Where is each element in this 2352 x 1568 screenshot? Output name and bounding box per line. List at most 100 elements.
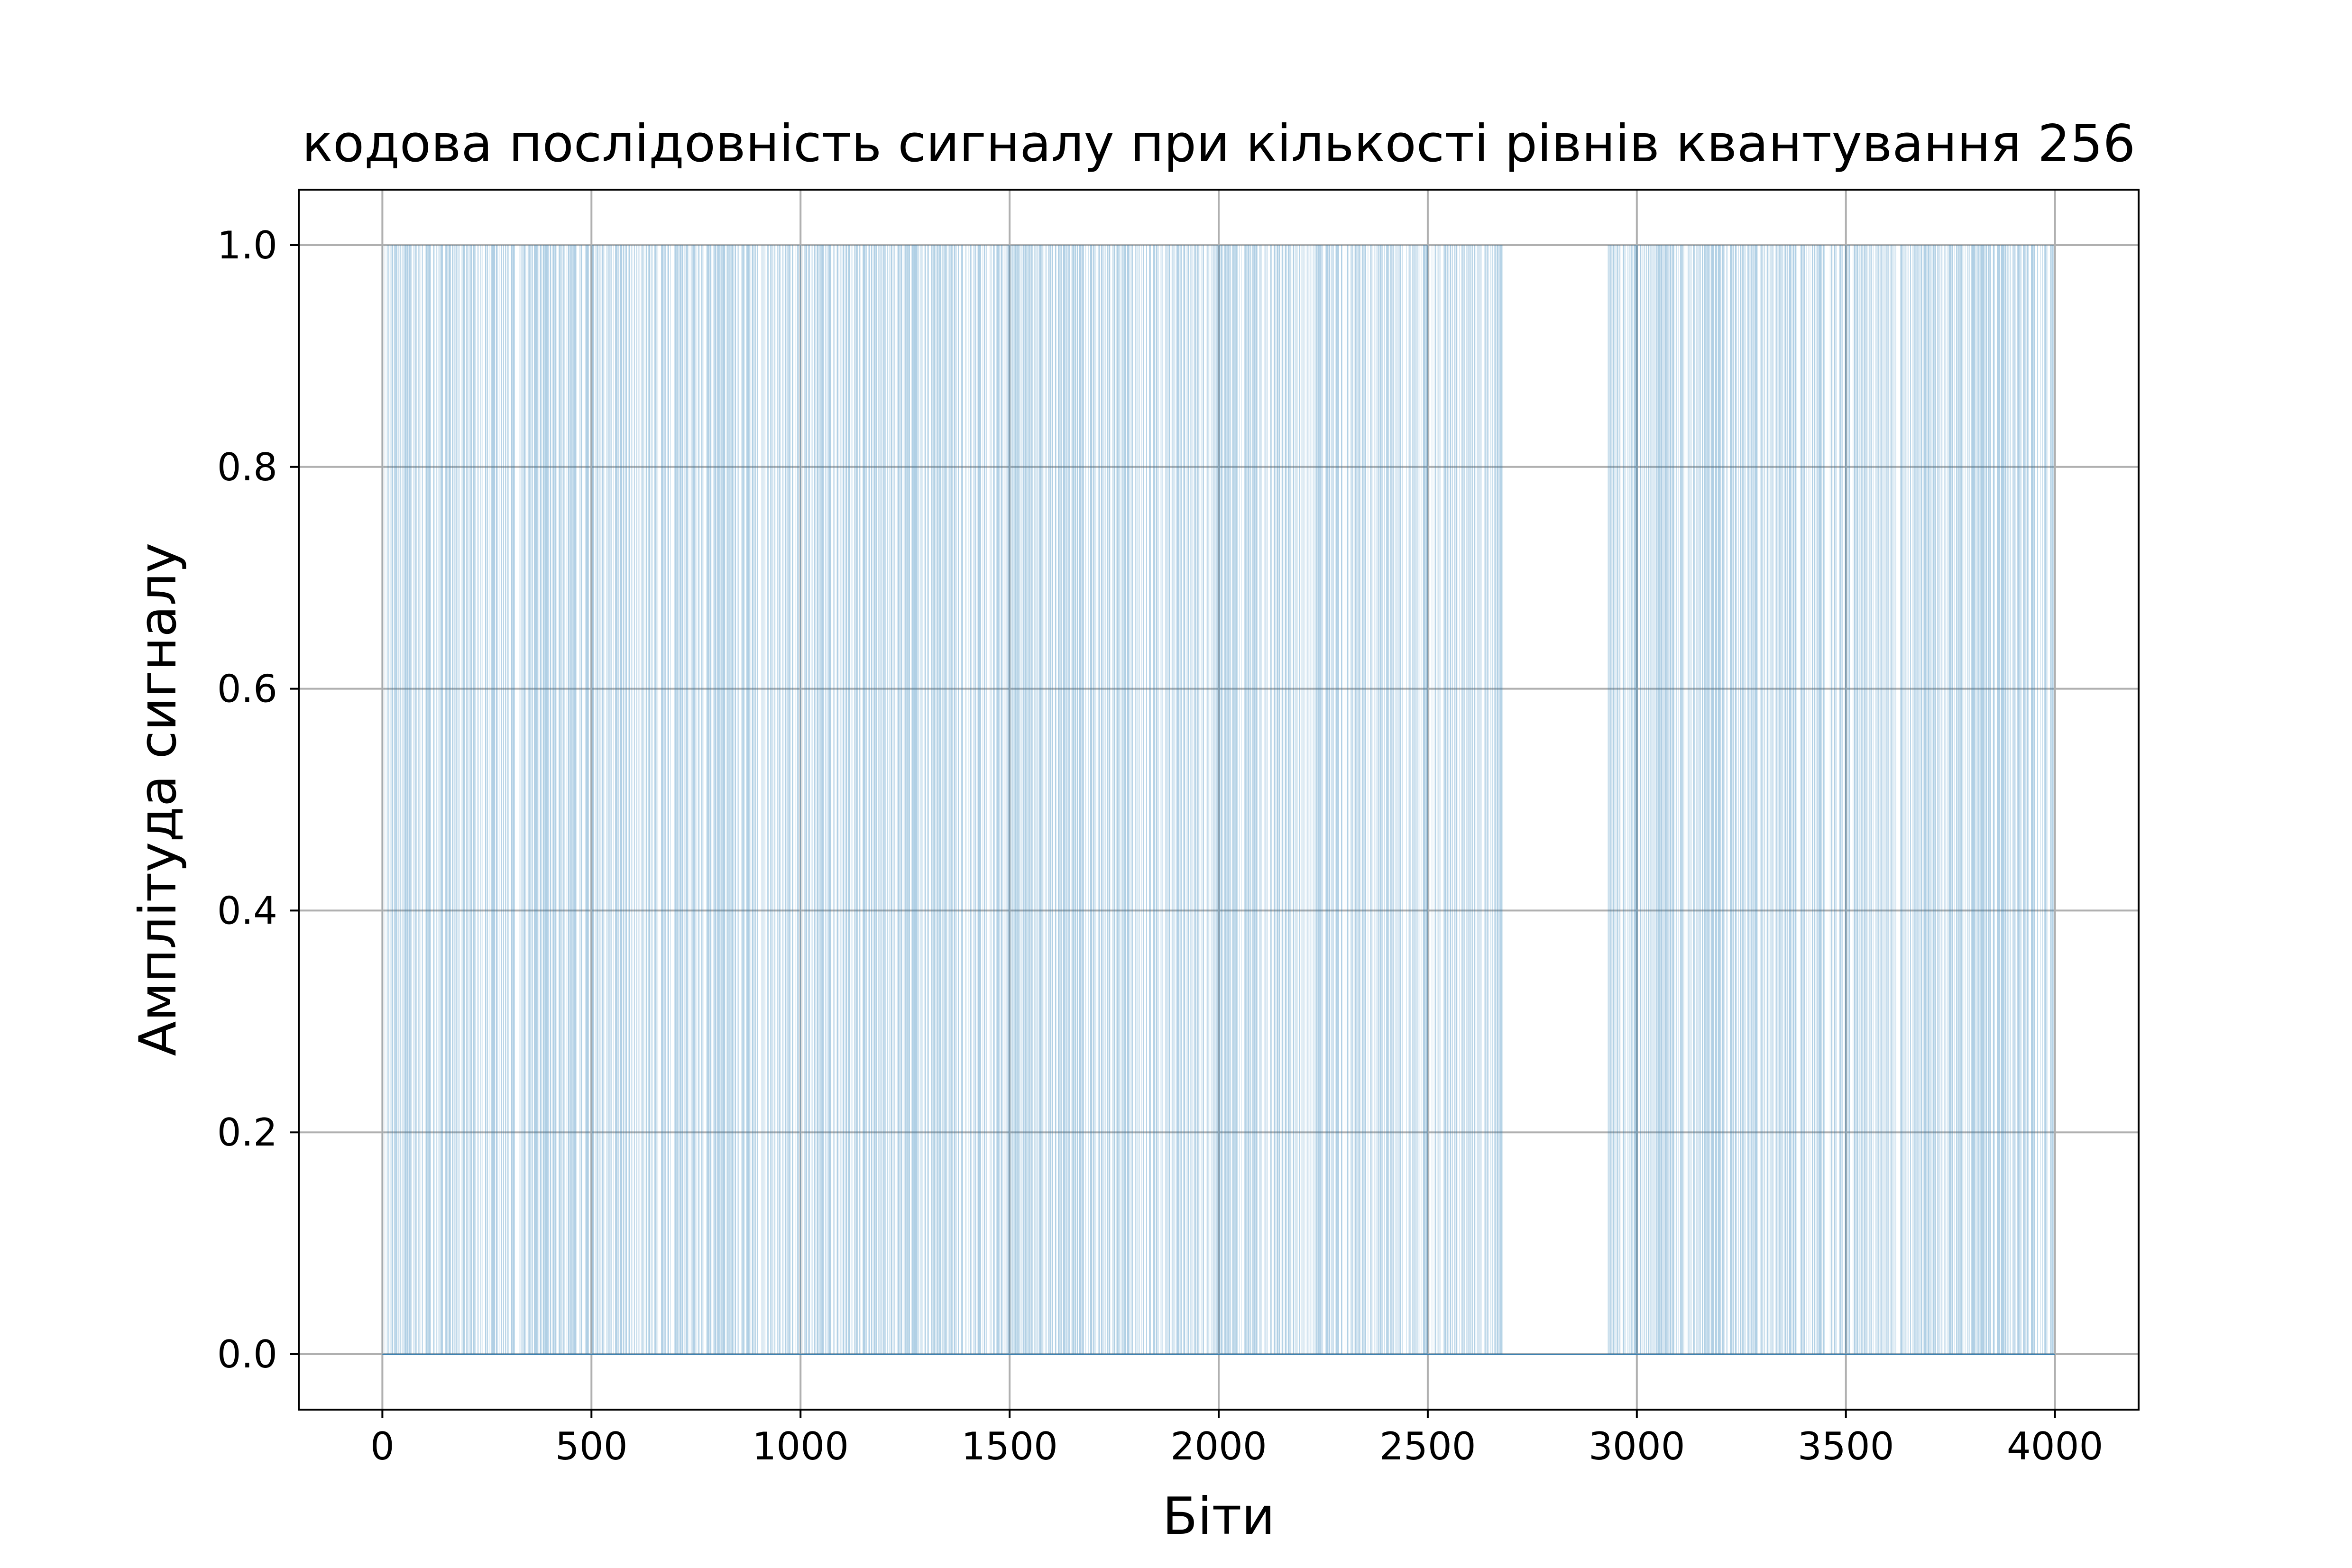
bit-bar <box>679 245 680 1355</box>
bit-bar <box>664 245 665 1355</box>
bit-bar <box>1326 245 1327 1355</box>
bit-bar <box>1646 245 1647 1355</box>
bit-bar <box>998 245 999 1355</box>
bit-bar <box>1381 245 1382 1355</box>
bit-bar <box>1098 245 1099 1355</box>
bit-bar <box>906 245 907 1355</box>
bit-bar <box>487 245 488 1355</box>
bit-bar <box>1318 245 1319 1355</box>
bit-bar <box>1314 245 1315 1355</box>
bit-bar <box>634 245 635 1355</box>
bit-bar <box>1971 245 1972 1355</box>
bit-bar <box>654 245 655 1355</box>
bit-bar <box>1609 245 1610 1355</box>
bit-bar <box>651 245 652 1355</box>
bit-bar <box>1700 245 1701 1355</box>
bit-bar <box>682 245 683 1355</box>
bit-bar <box>1756 245 1757 1355</box>
bit-bar <box>592 245 593 1355</box>
bit-bar <box>1905 245 1906 1355</box>
bit-bar <box>470 245 471 1355</box>
bit-bar <box>536 245 537 1355</box>
bit-bar <box>1733 245 1734 1355</box>
bit-bar <box>1069 245 1070 1355</box>
bit-bar <box>946 245 947 1355</box>
bit-bar <box>522 245 523 1355</box>
bit-bar <box>1982 245 1983 1355</box>
bit-bar <box>1804 245 1805 1355</box>
bit-bar <box>797 245 798 1355</box>
bit-bar <box>1999 245 2000 1355</box>
bit-bar <box>426 245 427 1355</box>
bit-bar <box>1792 245 1793 1355</box>
bit-bar <box>909 245 910 1355</box>
bit-bar <box>2005 245 2006 1355</box>
bit-bar <box>559 245 560 1355</box>
bit-bar <box>568 245 569 1355</box>
bit-bar <box>1393 245 1394 1355</box>
bit-bar <box>1218 245 1219 1355</box>
bit-bar <box>804 245 805 1355</box>
bit-bar <box>884 245 885 1355</box>
bit-bar <box>429 245 430 1355</box>
bit-bar <box>1119 245 1120 1355</box>
bit-bar <box>1150 245 1151 1355</box>
bit-bar <box>1271 245 1272 1355</box>
bit-bar <box>1817 245 1818 1355</box>
bit-bar <box>1410 245 1411 1355</box>
bit-bar <box>1814 245 1815 1355</box>
bit-bar <box>411 245 412 1355</box>
bit-bar <box>676 245 677 1355</box>
bit-bar <box>1400 245 1401 1355</box>
bit-bar <box>979 245 980 1355</box>
bit-bar <box>1073 245 1074 1355</box>
bit-bar <box>820 245 821 1355</box>
bit-bar <box>1456 245 1457 1355</box>
bit-bar <box>1245 245 1246 1355</box>
bit-bar <box>1492 245 1493 1355</box>
bit-bar <box>1077 245 1078 1355</box>
bit-bar <box>975 245 976 1355</box>
bit-bar <box>1495 245 1496 1355</box>
bit-bar <box>770 245 771 1355</box>
bit-bar <box>1839 245 1840 1355</box>
bit-bar <box>904 245 905 1355</box>
bit-bar <box>1892 245 1893 1355</box>
bit-bar <box>1636 245 1637 1355</box>
bit-bar <box>928 245 929 1355</box>
bit-bar <box>817 245 818 1355</box>
bit-bar <box>1688 245 1689 1355</box>
bit-bar <box>616 245 617 1355</box>
bit-bar <box>918 245 919 1355</box>
bit-bar <box>940 245 941 1355</box>
bit-bar <box>621 245 622 1355</box>
bit-bar <box>586 245 587 1355</box>
bit-bar <box>1735 245 1736 1355</box>
bit-bar <box>1181 245 1182 1355</box>
bit-bar <box>812 245 813 1355</box>
bit-bar <box>978 245 979 1355</box>
bit-bar <box>1921 245 1922 1355</box>
bit-bar <box>1222 245 1223 1355</box>
bit-bar <box>1680 245 1681 1355</box>
bit-bar <box>541 245 542 1355</box>
bit-bar <box>1028 245 1029 1355</box>
bit-bar <box>1497 245 1498 1355</box>
bit-bar <box>1866 245 1867 1355</box>
bit-bar <box>1162 245 1163 1355</box>
bit-bar <box>428 245 429 1355</box>
bit-bar <box>2003 245 2004 1355</box>
bit-bar <box>1351 245 1352 1355</box>
bit-bar <box>1466 245 1467 1355</box>
bit-bar <box>859 245 860 1355</box>
bit-bar <box>1785 245 1786 1355</box>
bit-bar <box>636 245 637 1355</box>
bit-bar <box>1854 245 1855 1355</box>
bit-bar <box>755 245 756 1355</box>
bit-bar <box>398 245 399 1355</box>
bit-bar <box>1180 245 1181 1355</box>
bit-bar <box>2019 245 2020 1355</box>
bit-bar <box>829 245 830 1355</box>
bit-bar <box>1812 245 1813 1355</box>
bit-bar <box>665 245 666 1355</box>
